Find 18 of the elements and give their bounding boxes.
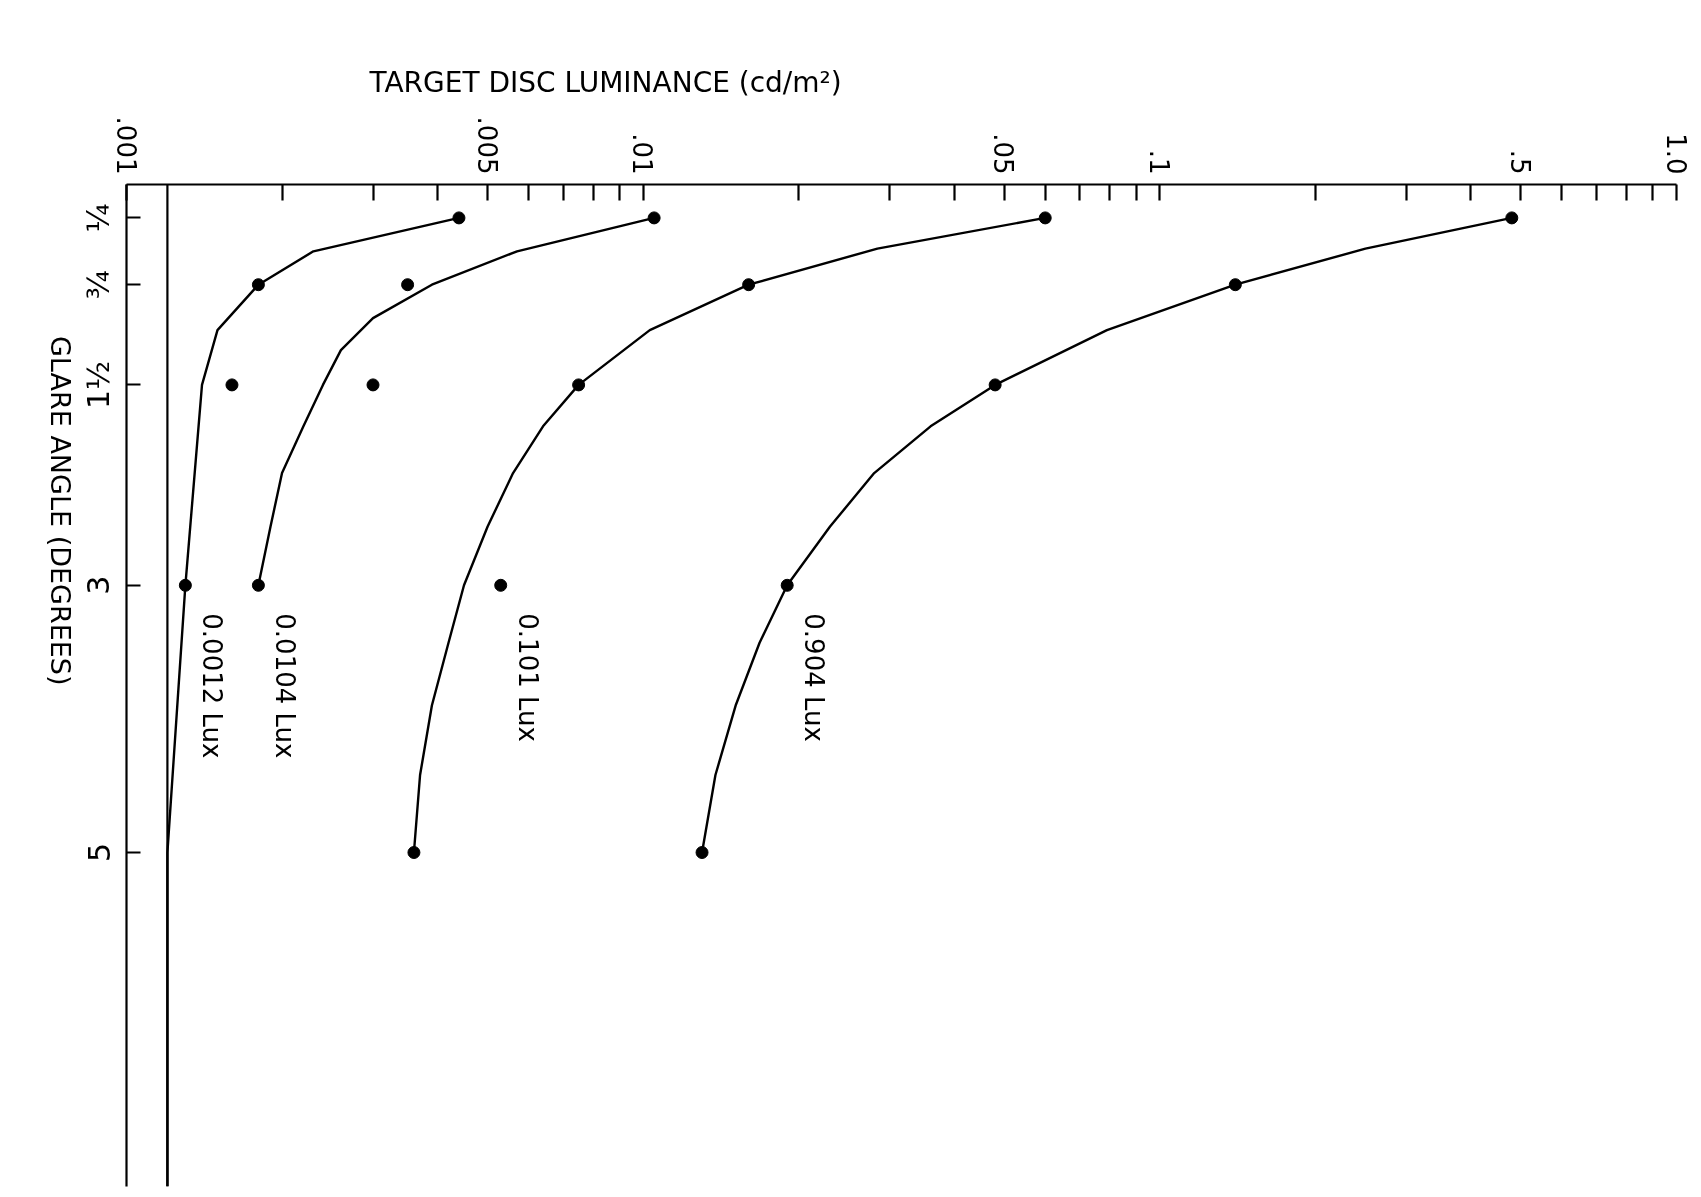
x-tick-label: .005 xyxy=(471,116,502,175)
x-tick-label: .05 xyxy=(988,133,1019,175)
x-tick-label: .1 xyxy=(1143,149,1174,175)
y-tick-label: 1½ xyxy=(81,360,117,409)
x-tick-label: .001 xyxy=(110,116,141,175)
y-tick-label: ¼ xyxy=(81,203,117,233)
text: 0.101 Lux xyxy=(512,613,543,742)
x-tick-label: 1.0 xyxy=(1660,133,1691,175)
text: 0.0104 Lux xyxy=(270,613,301,759)
text: 0.904 Lux xyxy=(799,613,830,742)
y-tick-label: 3 xyxy=(81,575,117,595)
y-axis-title: GLARE ANGLE (DEGREES) xyxy=(45,335,76,686)
y-tick-label: ¾ xyxy=(81,270,117,300)
x-axis-title: TARGET DISC LUMINANCE (cd/m²) xyxy=(368,65,842,99)
text: 0.0012 Lux xyxy=(197,613,228,759)
x-tick-label: .01 xyxy=(627,133,658,175)
x-tick-label: .5 xyxy=(1504,149,1535,175)
y-tick-label: 5 xyxy=(81,842,117,863)
